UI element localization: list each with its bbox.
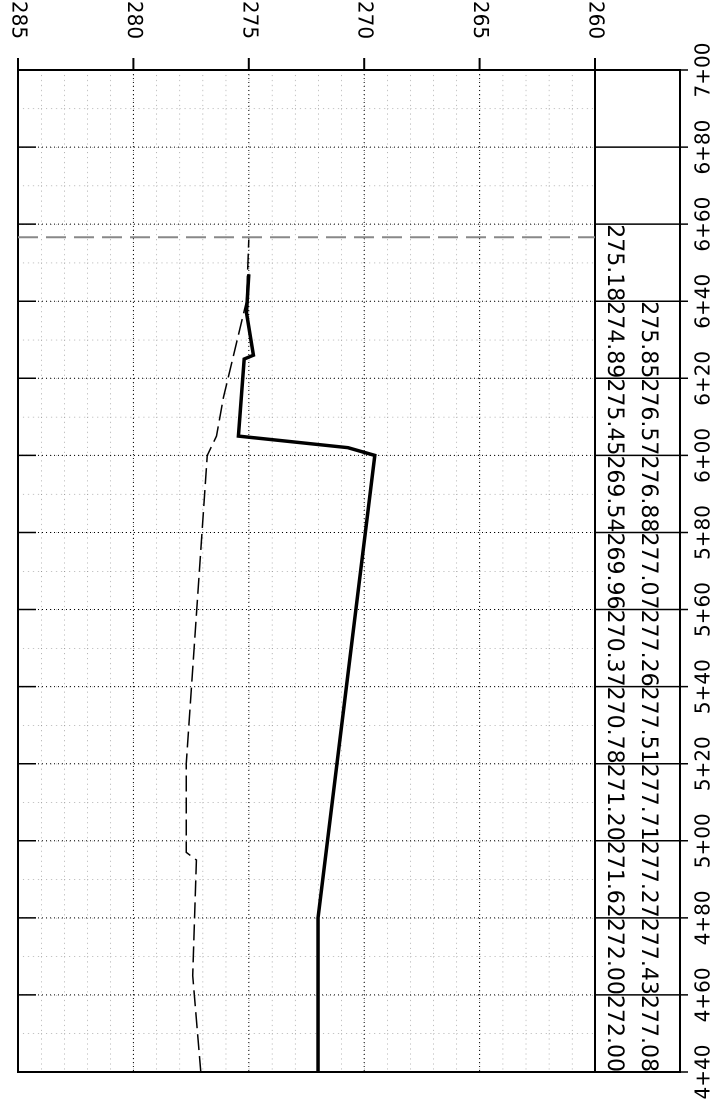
existing-label: 277.07: [636, 533, 661, 610]
existing-label: 277.08: [636, 995, 661, 1072]
minor-grid: [18, 70, 595, 1072]
elevation-tick-label: 275: [238, 1, 262, 39]
station-tick-label: 6+80: [691, 120, 715, 175]
proposed-label: 272.00: [602, 918, 627, 995]
proposed-label: 271.62: [602, 841, 627, 918]
existing-label: 276.88: [636, 455, 661, 532]
station-tick-label: 5+60: [691, 582, 715, 637]
existing-label: 276.57: [636, 378, 661, 455]
station-tick-label: 4+40: [691, 1045, 715, 1099]
profile-line: [236, 274, 377, 1072]
station-tick-label: 5+40: [691, 659, 715, 714]
proposed-label: 274.89: [602, 301, 627, 378]
station-tick-label: 6+20: [691, 351, 715, 406]
station-tick-label: 4+60: [691, 967, 715, 1022]
elevation-tick-label: 265: [469, 1, 493, 39]
existing-label: 277.43: [636, 918, 661, 995]
elevation-tick-label: 280: [123, 1, 147, 39]
proposed-label: 270.78: [602, 687, 627, 764]
proposed-label: 269.54: [602, 455, 627, 532]
elevation-tick-label: 270: [354, 1, 378, 39]
existing-label: 277.51: [636, 687, 661, 764]
station-tick-label: 5+80: [691, 505, 715, 560]
existing-label: 275.18: [602, 224, 627, 301]
station-tick-label: 4+80: [691, 890, 715, 945]
station-tick-label: 6+60: [691, 197, 715, 252]
existing-label: 277.26: [636, 610, 661, 687]
proposed-label: 270.37: [602, 610, 627, 687]
proposed-label: 269.96: [602, 533, 627, 610]
station-tick-label: 6+40: [691, 274, 715, 329]
station-tick-label: 7+00: [691, 43, 715, 98]
existing-label: 277.71: [636, 764, 661, 841]
station-tick-label: 5+00: [691, 813, 715, 868]
elevation-tick-label: 285: [8, 1, 32, 39]
elevation-tick-label: 260: [585, 1, 609, 39]
proposed-label: 275.45: [602, 378, 627, 455]
station-tick-label: 5+20: [691, 736, 715, 791]
frame: [17, 69, 681, 1073]
station-tick-label: 6+00: [691, 428, 715, 483]
existing-label: 277.27: [636, 841, 661, 918]
proposed-label: 271.20: [602, 764, 627, 841]
profile-line: [185, 239, 250, 1073]
existing-label: 275.85: [636, 301, 661, 378]
proposed-label: 272.00: [602, 995, 627, 1072]
